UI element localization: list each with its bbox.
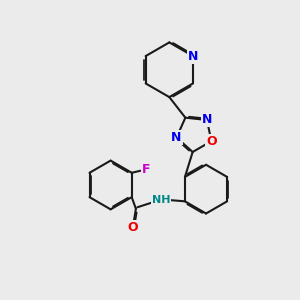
Text: N: N [202,113,212,127]
Text: N: N [171,131,182,144]
Text: NH: NH [152,195,170,205]
Text: N: N [188,50,198,63]
Text: F: F [142,163,151,176]
Text: O: O [128,221,138,234]
Text: O: O [206,135,217,148]
